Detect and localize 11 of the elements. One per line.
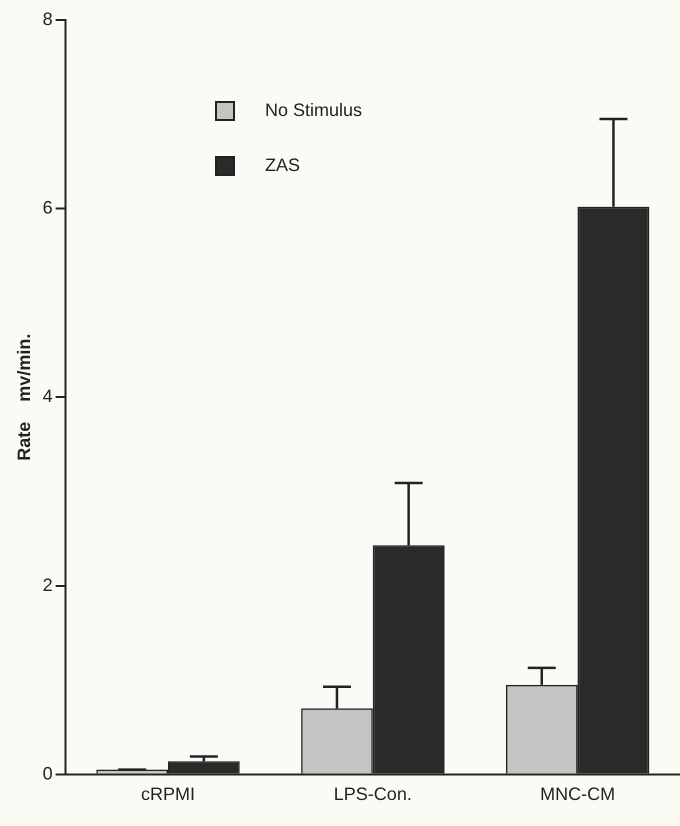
x-tick-label: cRPMI <box>141 784 196 804</box>
y-tick-label: 8 <box>42 8 53 29</box>
y-tick-label: 6 <box>42 198 53 218</box>
legend-label: ZAS <box>265 155 300 176</box>
legend-label: No Stimulus <box>265 100 362 121</box>
x-tick-label: MNC-CM <box>540 784 616 804</box>
y-tick-label: 4 <box>42 386 53 406</box>
y-tick-label: 2 <box>42 574 53 595</box>
y-axis-title: Rate mv/min. <box>14 334 34 461</box>
x-tick-label: LPS-Con. <box>334 784 412 804</box>
y-tick-label: 0 <box>42 763 53 784</box>
